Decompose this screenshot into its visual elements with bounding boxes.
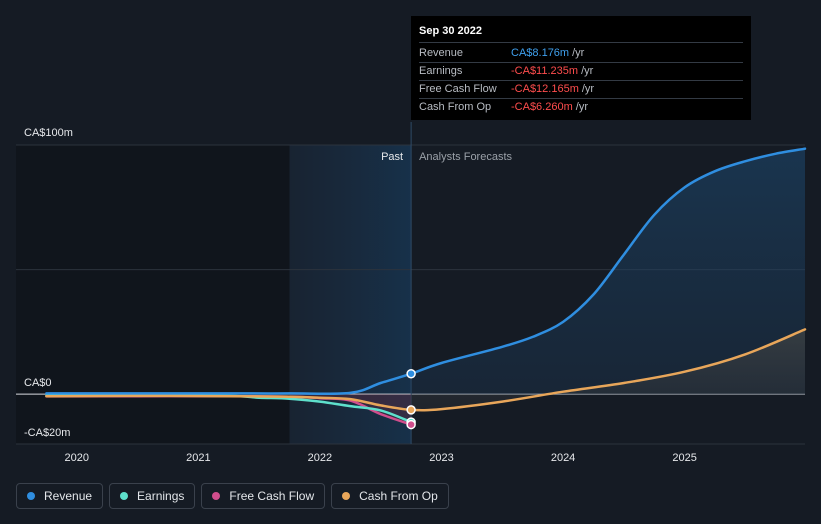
past-label: Past [381, 151, 403, 163]
tooltip-unit: /yr [572, 47, 585, 59]
tooltip-value: CA$8.176m [511, 47, 570, 59]
legend-label: Earnings [137, 489, 185, 503]
cash-from-op-forecast-area [411, 329, 805, 410]
legend-dot-icon [342, 492, 351, 500]
legend-label: Cash From Op [359, 489, 438, 503]
x-tick-label: 2022 [308, 452, 332, 464]
x-tick-label: 2025 [672, 452, 696, 464]
legend-item-free-cash-flow[interactable]: Free Cash Flow [201, 483, 326, 509]
revenue-point [406, 368, 416, 379]
forecast-label: Analysts Forecasts [419, 151, 512, 163]
tooltip-label: Revenue [419, 47, 464, 59]
free-cash-flow-point [406, 419, 416, 430]
legend-item-earnings[interactable]: Earnings [109, 483, 196, 509]
tooltip-value: -CA$6.260m [511, 101, 573, 113]
y-tick-label: -CA$20m [24, 427, 70, 439]
tooltip-label: Cash From Op [419, 101, 492, 113]
tooltip-value: -CA$11.235m [511, 65, 579, 77]
tooltip-row-revenue: Revenue CA$8.176m /yr [419, 45, 743, 63]
tooltip-label: Free Cash Flow [419, 83, 497, 95]
revenue-forecast-area [411, 148, 805, 395]
y-tick-label: CA$100m [24, 127, 73, 139]
legend-dot-icon [27, 492, 35, 500]
x-tick-label: 2024 [551, 452, 575, 464]
revenue-line [45, 147, 807, 396]
negative-past-area [289, 394, 412, 425]
legend-dot-icon [212, 492, 221, 500]
tooltip-value: -CA$12.165m [511, 83, 579, 95]
tooltip-unit: /yr [581, 83, 595, 95]
cash-from-op-point [406, 405, 416, 415]
legend-label: Revenue [44, 489, 93, 503]
legend-item-revenue[interactable]: Revenue [16, 483, 104, 509]
legend-label: Free Cash Flow [229, 489, 315, 503]
x-tick-label: 2023 [429, 452, 453, 464]
tooltip-row-earnings: Earnings -CA$11.235m /yr [419, 63, 743, 81]
y-tick-label: CA$0 [24, 377, 52, 389]
tooltip-date: Sep 30 2022 [419, 24, 743, 43]
x-tick-label: 2021 [186, 452, 210, 464]
tooltip-row-cash-from-op: Cash From Op -CA$6.260m /yr [419, 99, 743, 116]
x-tick-label: 2020 [65, 452, 89, 464]
tooltip-label: Earnings [419, 65, 463, 77]
legend-item-cash-from-op[interactable]: Cash From Op [331, 483, 449, 509]
past-region [16, 145, 290, 444]
data-tooltip: Sep 30 2022 Revenue CA$8.176m /yr Earnin… [411, 16, 751, 120]
chart-legend: Revenue Earnings Free Cash Flow Cash Fro… [16, 483, 449, 509]
legend-dot-icon [120, 492, 129, 500]
tooltip-unit: /yr [581, 65, 594, 77]
tooltip-row-free-cash-flow: Free Cash Flow -CA$12.165m /yr [419, 81, 743, 99]
tooltip-unit: /yr [575, 101, 588, 113]
